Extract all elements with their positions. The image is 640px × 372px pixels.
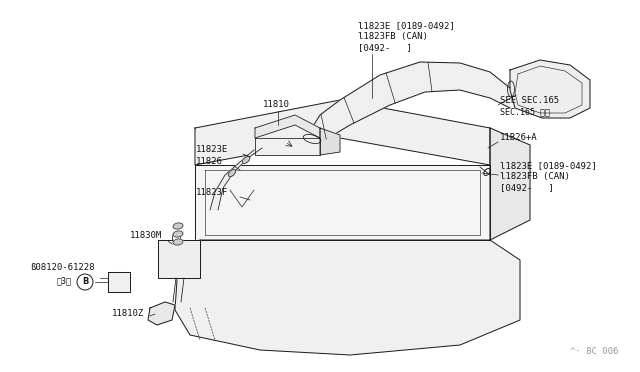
Polygon shape [108, 272, 130, 292]
Text: ＜3＞: ＜3＞ [57, 276, 72, 285]
Polygon shape [210, 148, 262, 210]
Text: [0492-   ]: [0492- ] [358, 43, 412, 52]
Text: 11823E: 11823E [196, 145, 228, 154]
Text: SEC.165 参照: SEC.165 参照 [500, 107, 550, 116]
Polygon shape [148, 302, 175, 325]
Text: 11826: 11826 [196, 157, 223, 166]
Ellipse shape [242, 157, 250, 163]
Polygon shape [255, 138, 320, 155]
Text: SEE SEC.165: SEE SEC.165 [500, 96, 559, 105]
Text: l1823E [0189-0492]: l1823E [0189-0492] [500, 161, 596, 170]
Polygon shape [158, 240, 200, 278]
Polygon shape [320, 128, 340, 155]
Text: l1823FB (CAN): l1823FB (CAN) [358, 32, 428, 41]
Text: [0492-   ]: [0492- ] [500, 183, 554, 192]
Text: 11810: 11810 [263, 100, 290, 109]
Ellipse shape [228, 169, 236, 177]
Text: l1823FB (CAN): l1823FB (CAN) [500, 172, 570, 181]
Text: 11823F: 11823F [196, 188, 228, 197]
Polygon shape [255, 115, 320, 138]
Polygon shape [490, 128, 530, 240]
Polygon shape [510, 60, 590, 118]
Ellipse shape [173, 231, 183, 237]
Text: ß08120-61228: ß08120-61228 [30, 263, 95, 272]
Text: 11810Z: 11810Z [112, 309, 144, 318]
Text: ^· 8C 006: ^· 8C 006 [570, 347, 618, 356]
Polygon shape [175, 240, 520, 355]
Ellipse shape [173, 239, 183, 245]
Polygon shape [195, 165, 490, 240]
Ellipse shape [173, 223, 183, 229]
Text: l1823E [0189-0492]: l1823E [0189-0492] [358, 21, 455, 30]
Text: 11B26+A: 11B26+A [500, 133, 538, 142]
Text: B: B [82, 278, 88, 286]
Polygon shape [195, 100, 490, 165]
Text: 11830M: 11830M [130, 231, 163, 240]
Polygon shape [310, 62, 510, 148]
